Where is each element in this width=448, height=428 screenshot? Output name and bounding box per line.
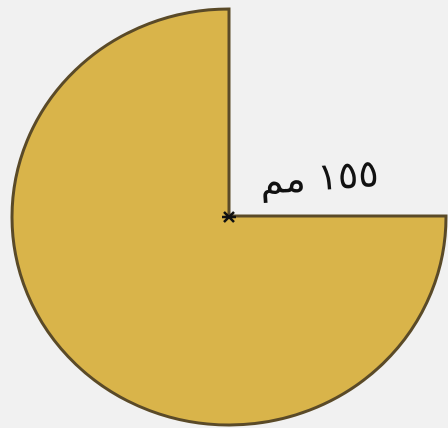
center-mark xyxy=(222,211,236,223)
radius-label: ١٥٥ مم xyxy=(258,151,380,203)
